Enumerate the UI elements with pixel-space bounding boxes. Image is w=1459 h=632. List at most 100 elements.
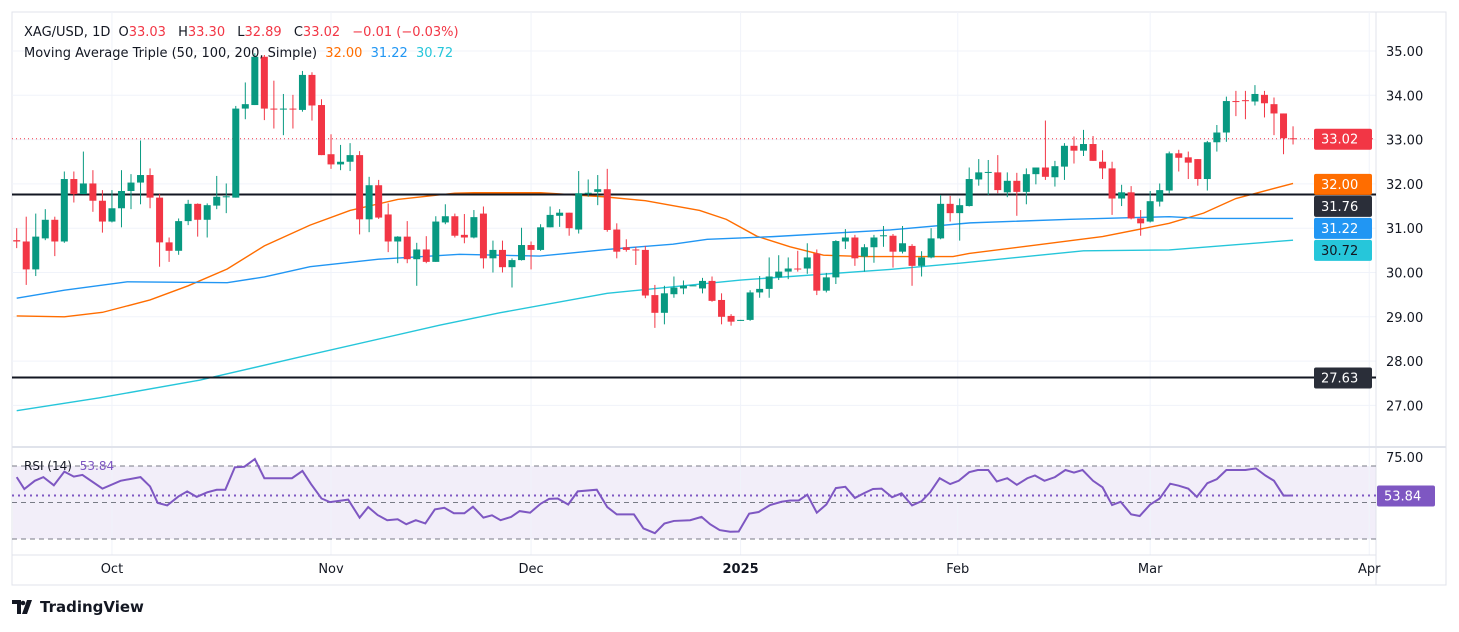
- candle: [803, 243, 811, 274]
- candle: [498, 240, 506, 273]
- candle-body: [527, 245, 535, 250]
- candle: [632, 246, 640, 265]
- candle: [232, 105, 240, 198]
- candle: [279, 93, 287, 136]
- candle-body: [1032, 167, 1040, 175]
- candle: [565, 212, 573, 236]
- ma-line-ma200: [16, 239, 1294, 412]
- candle: [1156, 183, 1164, 207]
- candle-body: [184, 203, 192, 222]
- candle-body: [1213, 132, 1221, 143]
- candle: [537, 224, 545, 251]
- candle-body: [1118, 192, 1126, 199]
- time-tick-label: Mar: [1138, 562, 1163, 577]
- candle-body: [965, 179, 973, 207]
- candle-body: [146, 175, 154, 198]
- candle-body: [584, 192, 592, 194]
- candle-body: [784, 268, 792, 272]
- candle: [251, 53, 259, 106]
- candle-body: [984, 171, 992, 173]
- candle: [470, 210, 478, 239]
- candle-body: [1289, 138, 1297, 140]
- candle-body: [1270, 104, 1278, 114]
- candle: [1022, 168, 1030, 205]
- candle-body: [479, 213, 487, 259]
- candle: [89, 170, 97, 212]
- candle-body: [498, 249, 506, 268]
- candle: [403, 221, 411, 264]
- candle: [994, 155, 1002, 194]
- candle-body: [1241, 100, 1249, 102]
- candle-body: [927, 238, 935, 258]
- candle: [60, 171, 68, 243]
- candle: [222, 183, 230, 214]
- candle-body: [718, 299, 726, 317]
- tradingview-logo[interactable]: TradingView: [12, 598, 144, 616]
- candle: [184, 199, 192, 226]
- candle-body: [651, 295, 659, 313]
- candle: [479, 206, 487, 269]
- candle-body: [1099, 161, 1107, 169]
- chart-frame: [11, 11, 1447, 586]
- rsi-title[interactable]: RSI (14): [24, 459, 72, 473]
- candle-body: [451, 216, 459, 236]
- candle-body: [41, 219, 49, 239]
- candle: [432, 216, 440, 262]
- candle: [194, 203, 202, 237]
- candle: [1060, 143, 1068, 180]
- candle: [1099, 150, 1107, 180]
- candle: [794, 250, 802, 272]
- candle: [737, 319, 745, 321]
- low-label: L: [237, 25, 245, 40]
- candle: [594, 175, 602, 206]
- candle: [137, 140, 145, 205]
- candle: [813, 249, 821, 296]
- candle: [1051, 160, 1059, 187]
- symbol-label[interactable]: XAG/USD, 1D: [24, 25, 111, 40]
- candle-body: [1013, 180, 1021, 192]
- candle: [918, 251, 926, 277]
- candle-body: [32, 236, 40, 270]
- candle: [1289, 126, 1297, 145]
- candle: [422, 236, 430, 264]
- candle-body: [1080, 144, 1087, 151]
- candle: [832, 240, 840, 285]
- candle-body: [403, 236, 411, 260]
- tradingview-logo-icon: [12, 600, 32, 614]
- candle-body: [537, 227, 545, 250]
- candle: [965, 167, 973, 207]
- candle-body: [575, 193, 583, 230]
- candle-body: [241, 104, 249, 109]
- candle-body: [1051, 166, 1059, 178]
- candle-body: [1194, 159, 1202, 180]
- candle: [860, 244, 868, 272]
- candle: [718, 293, 726, 325]
- candle-body: [60, 179, 68, 242]
- candle-body: [422, 249, 430, 262]
- candle-body: [622, 247, 630, 250]
- candle: [1232, 90, 1240, 117]
- candle: [765, 257, 773, 298]
- candle: [156, 194, 164, 267]
- ma-title[interactable]: Moving Average Triple (50, 100, 200, Sim…: [24, 46, 318, 61]
- candle: [260, 54, 268, 121]
- candle-body: [1146, 201, 1154, 222]
- price-label-box: [1314, 173, 1372, 195]
- candle: [870, 234, 878, 263]
- candle-body: [318, 105, 325, 156]
- candle-body: [308, 74, 316, 106]
- candle: [708, 276, 716, 302]
- candle: [1108, 161, 1116, 215]
- price-label-text: 27.63: [1321, 371, 1358, 386]
- candle: [508, 258, 516, 288]
- candle-body: [1137, 218, 1145, 224]
- candle-body: [346, 155, 354, 162]
- candle: [699, 277, 706, 294]
- candle: [41, 209, 49, 241]
- candle: [841, 229, 849, 250]
- candle: [603, 168, 611, 232]
- candle-body: [889, 235, 897, 252]
- candle: [660, 285, 668, 325]
- price-label-box: [1314, 128, 1372, 150]
